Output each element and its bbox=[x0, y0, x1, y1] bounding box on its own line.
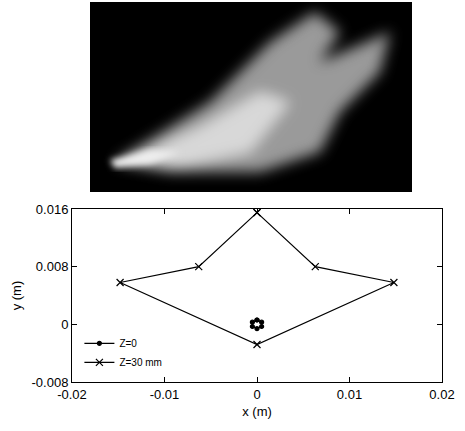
svg-text:0.008: 0.008 bbox=[36, 259, 69, 274]
svg-text:-0.02: -0.02 bbox=[57, 387, 87, 402]
svg-text:y (m): y (m) bbox=[9, 281, 24, 311]
svg-text:x (m): x (m) bbox=[242, 404, 272, 419]
svg-text:-0.01: -0.01 bbox=[150, 387, 180, 402]
svg-text:Z=0: Z=0 bbox=[119, 338, 137, 349]
svg-text:0.02: 0.02 bbox=[429, 387, 454, 402]
svg-text:0.01: 0.01 bbox=[337, 387, 362, 402]
svg-text:Z=30 mm: Z=30 mm bbox=[119, 357, 162, 368]
svg-text:0: 0 bbox=[253, 387, 260, 402]
svg-text:-0.008: -0.008 bbox=[32, 375, 69, 390]
svg-text:0.016: 0.016 bbox=[36, 202, 69, 217]
svg-text:0: 0 bbox=[61, 317, 68, 332]
